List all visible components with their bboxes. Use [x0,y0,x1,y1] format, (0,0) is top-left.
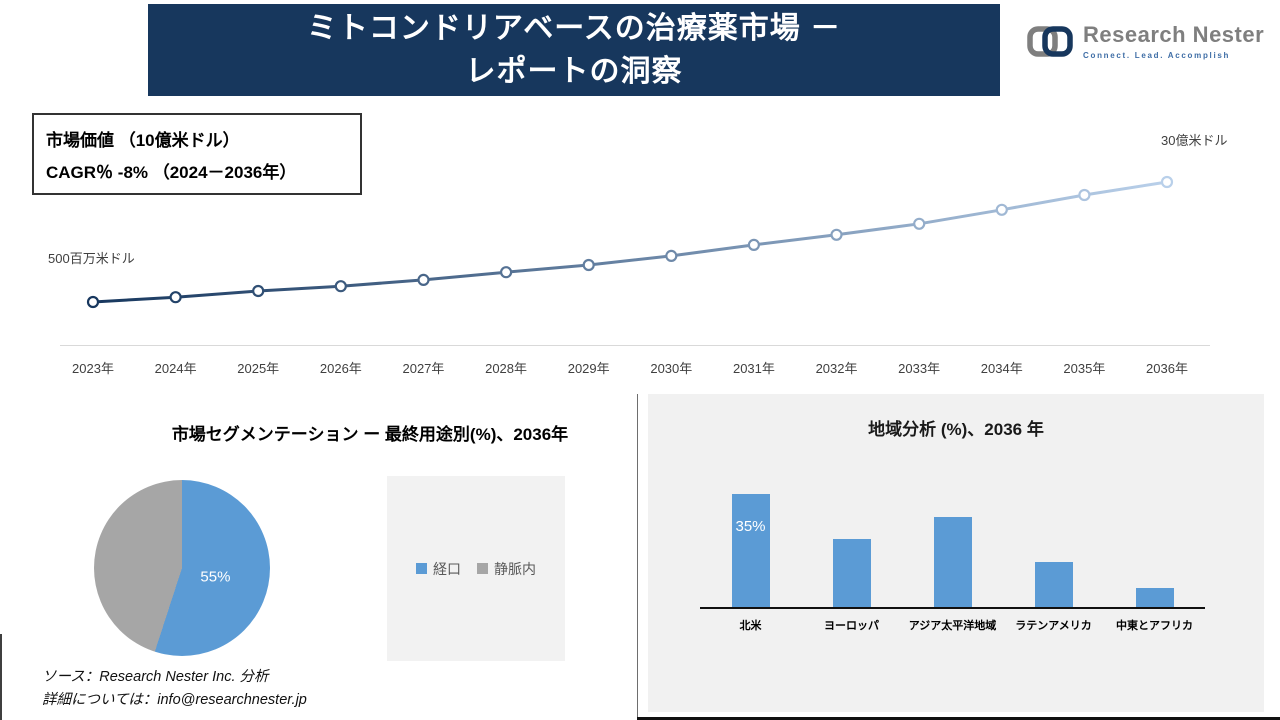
cagr-label: CAGR％ -8% （2024－2036年） [46,162,297,182]
legend-swatch-icon [477,563,488,574]
line-marker [417,273,430,286]
x-axis-labels: 2023年 2024年 2025年 2026年 2027年 2028年 2029年 2030年… [0,358,1280,378]
line-marker [665,249,678,262]
legend-label: 経口 [433,560,461,577]
segmentation-title: 市場セグメンテーション ー 最終用途別(%)、2036年 [171,425,569,444]
section-divider [637,394,638,720]
market-line-chart [86,175,1174,309]
market-value-box: 市場価値 （10億米ドル） CAGR％ -8% （2024－2036年） [32,113,362,195]
source-note: ソース：Research Nester Inc. 分析 [42,669,269,685]
page-title-line1: ミトコンドリアベースの治療薬市場 － [306,12,842,45]
line-marker [747,238,761,252]
bar [1135,588,1174,607]
bar-category-labels: 北米 ヨーロッパ アジア太平洋地域 ラテンアメリカ 中東とアフリカ [700,617,1205,633]
legend-item: 静脈内 [477,559,536,579]
line-marker [995,203,1008,216]
page-title-line2: レポートの洞察 [465,55,683,88]
x-axis-label: 2027年 [402,361,445,376]
logo-text: Research Nester Connect. Lead. Accomplis… [1083,22,1264,60]
left-edge-line [0,634,2,720]
x-axis-line [60,345,1210,346]
bar-slot [1003,562,1104,607]
line-marker [169,291,182,304]
legend-label: 静脈内 [494,560,536,577]
x-axis-label: 2033年 [898,361,941,376]
header-banner: ミトコンドリアベースの治療薬市場 － レポートの洞察 [148,4,1000,96]
x-axis-label: 2034年 [980,361,1023,376]
bar-category-label: アジア太平洋地域 [908,620,997,632]
bar [1034,562,1073,607]
bar-slot [801,539,902,607]
x-axis-label: 2026年 [319,361,362,376]
chain-links-icon [1026,22,1074,67]
x-axis-label: 2031年 [732,361,775,376]
line-marker [830,228,843,241]
bar-data-label: 35% [735,518,766,535]
bar-category-label: 中東とアフリカ [1116,620,1193,632]
pie-legend: 経口 静脈内 [387,476,565,661]
legend-item: 経口 [416,559,461,579]
line-marker [913,217,926,230]
bar-slot [902,517,1003,607]
brand-logo: Research Nester Connect. Lead. Accomplis… [1026,22,1264,67]
market-value-label: 市場価値 （10億米ドル） [46,130,240,150]
line-start-value-label: 500百万米ドル [48,251,135,266]
bar-slot [1104,588,1205,607]
line-marker [582,258,595,272]
bar-category-label: ラテンアメリカ [1015,620,1092,632]
pie-slice-label: 55% [200,568,231,586]
x-axis-label: 2024年 [154,361,197,376]
footer: ソース：Research Nester Inc. 分析 詳細については：info… [42,666,307,712]
line-marker [1078,188,1091,202]
line-marker [86,295,100,309]
contact-note: 詳細については：info@researchnester.jp [42,692,307,708]
bar-slot: 35% [700,494,801,607]
bar-category-label: 北米 [739,620,762,632]
regional-analysis-title: 地域分析 (%)、2036 年 [868,420,1044,439]
logo-name: Research Nester [1083,22,1265,47]
bar-category-label: ヨーロッパ [824,620,879,632]
line-marker [334,280,347,293]
x-axis-label: 2035年 [1063,361,1106,376]
x-axis-label: 2029年 [567,361,610,376]
x-axis-label: 2028年 [485,361,528,376]
x-axis-label: 2036年 [1146,361,1188,376]
bar [832,539,871,607]
x-axis-label: 2023年 [72,361,114,376]
bottom-edge-line [637,717,1280,720]
logo-tagline: Connect. Lead. Accomplish [1083,51,1231,60]
segmentation-pie-chart: 55% [94,480,270,656]
bar: 35% [731,494,770,607]
trend-line [92,180,1168,304]
x-axis-label: 2025年 [237,361,280,376]
bar [933,517,972,607]
regional-bar-chart: 35% 北米 ヨーロッパ アジア太平洋地域 ラテンアメリカ 中東とアフリカ [700,457,1205,633]
regional-analysis-panel: 地域分析 (%)、2036 年 35% 北米 ヨーロッパ アジア太平洋地域 ラテンアメ… [648,394,1264,712]
line-end-value-label: 30億米ドル [1161,133,1228,148]
bar-plot-area: 35% [700,457,1205,609]
line-marker [500,266,513,279]
x-axis-label: 2030年 [650,361,693,376]
legend-swatch-icon [416,563,427,574]
line-marker [1160,175,1174,189]
line-marker [252,284,265,298]
x-axis-label: 2032年 [815,361,858,376]
